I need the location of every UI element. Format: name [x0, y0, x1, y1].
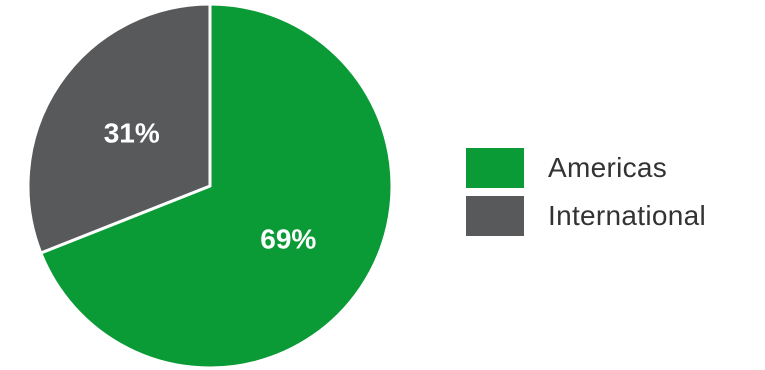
pie-slice-international — [26, 2, 212, 255]
legend-swatch-americas — [466, 148, 524, 188]
legend-item-americas: Americas — [466, 148, 706, 188]
legend-swatch-international — [466, 196, 524, 236]
legend-label-americas: Americas — [548, 152, 668, 183]
pie-slice-americas — [39, 2, 394, 370]
pie-slices — [26, 2, 394, 370]
legend-item-international: International — [466, 196, 706, 236]
pie-labels: 69% 31% — [104, 117, 317, 254]
legend-label-international: International — [548, 200, 707, 231]
pie-label-international: 31% — [104, 117, 160, 148]
pie-label-americas: 69% — [260, 224, 316, 255]
legend: Americas International — [466, 148, 706, 244]
